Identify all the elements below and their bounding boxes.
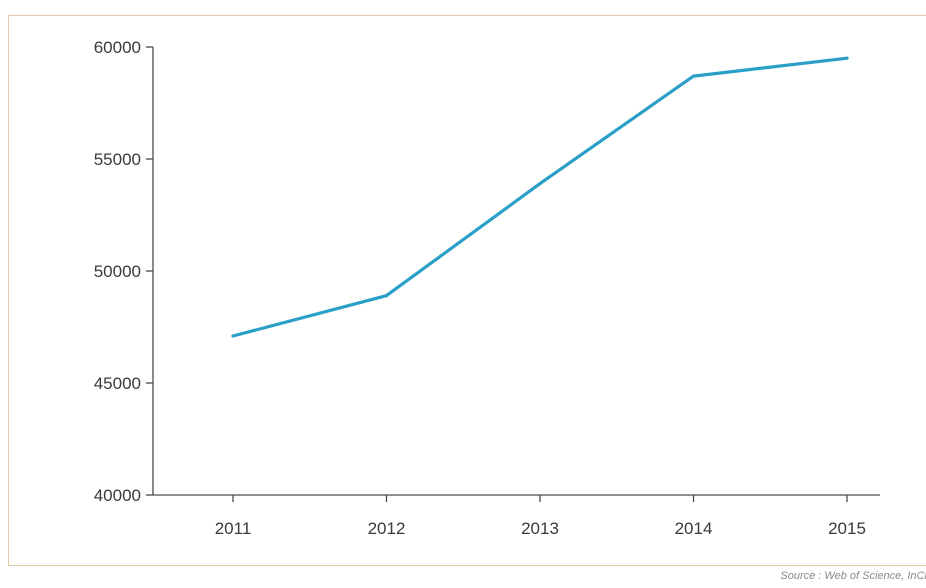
- source-note: Source : Web of Science, InCit: [780, 570, 926, 582]
- y-tick-label: 55000: [94, 150, 141, 169]
- data-point: [845, 56, 849, 60]
- x-tick-label: 2013: [521, 519, 559, 538]
- x-tick-label: 2012: [368, 519, 406, 538]
- x-tick-label: 2014: [675, 519, 713, 538]
- y-tick-label: 50000: [94, 262, 141, 281]
- x-axis: 2011 2012 2013 2014 2015: [153, 494, 880, 538]
- y-tick-label: 40000: [94, 486, 141, 505]
- y-tick-label: 45000: [94, 374, 141, 393]
- y-tick-label: 60000: [94, 38, 141, 57]
- y-axis: 40000 45000 50000 55000 60000: [94, 38, 154, 505]
- data-point: [691, 74, 696, 78]
- data-point: [231, 334, 235, 338]
- x-tick-label: 2015: [828, 519, 866, 538]
- data-point: [538, 182, 542, 186]
- chart-frame: [8, 15, 926, 566]
- x-tick-label: 2011: [215, 519, 252, 538]
- data-point: [384, 294, 389, 298]
- series-line: [231, 56, 849, 338]
- plot-area: [231, 56, 849, 338]
